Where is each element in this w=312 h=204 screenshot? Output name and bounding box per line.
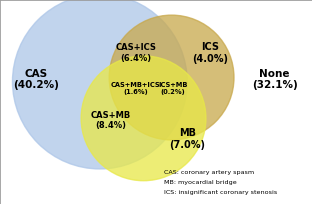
Ellipse shape bbox=[12, 0, 187, 169]
Text: CAS+MB
(8.4%): CAS+MB (8.4%) bbox=[90, 111, 131, 130]
Text: CAS: coronary artery spasm: CAS: coronary artery spasm bbox=[164, 170, 254, 175]
Text: ICS
(4.0%): ICS (4.0%) bbox=[192, 42, 228, 64]
Ellipse shape bbox=[81, 56, 206, 181]
Text: MB
(7.0%): MB (7.0%) bbox=[169, 128, 205, 150]
Text: ICS: insignificant coronary stenosis: ICS: insignificant coronary stenosis bbox=[164, 190, 277, 195]
Text: MB: myocardial bridge: MB: myocardial bridge bbox=[164, 180, 236, 185]
Ellipse shape bbox=[109, 15, 234, 140]
Text: CAS+ICS
(6.4%): CAS+ICS (6.4%) bbox=[115, 43, 156, 63]
Text: CAS+MB+ICS
(1.6%): CAS+MB+ICS (1.6%) bbox=[111, 82, 161, 95]
Text: CAS
(40.2%): CAS (40.2%) bbox=[13, 69, 59, 90]
Text: ICS+MB
(0.2%): ICS+MB (0.2%) bbox=[158, 82, 188, 95]
Text: None
(32.1%): None (32.1%) bbox=[252, 69, 297, 90]
